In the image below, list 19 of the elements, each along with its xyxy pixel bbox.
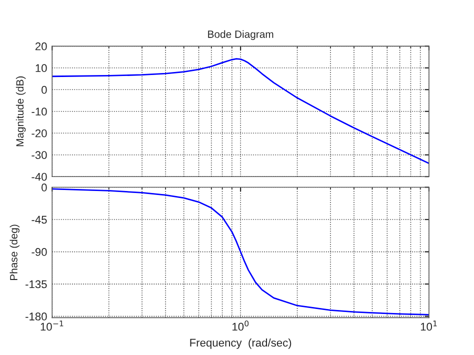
y-tick-label: -135 — [26, 280, 47, 288]
y-tick-label: -45 — [32, 216, 47, 224]
y-tick-label: -10 — [32, 108, 47, 116]
y-tick-label: 10 — [36, 64, 47, 72]
x-axis-title: Frequency (rad/sec) — [190, 338, 292, 349]
y-tick-label: -180 — [26, 312, 47, 320]
y-tick-label: 0 — [42, 86, 47, 94]
x-tick-label: 10$^{−1}$ — [40, 320, 64, 331]
chart-title: Bode Diagram — [208, 30, 274, 40]
y-tick-label: -20 — [32, 129, 47, 138]
y-tick-label: 0 — [42, 184, 47, 192]
y-tick-label: -40 — [32, 172, 47, 181]
y-tick-label: 20 — [35, 42, 47, 50]
y-axis-title: Phase (deg) — [10, 224, 20, 280]
y-tick-label: -90 — [32, 248, 47, 256]
y-tick-label: -30 — [32, 151, 47, 160]
x-tick-label: 10$^{0}$ — [232, 320, 249, 331]
y-axis-title: Magnitude (dB) — [16, 76, 26, 146]
x-tick-label: 10$^{1}$ — [420, 320, 437, 331]
